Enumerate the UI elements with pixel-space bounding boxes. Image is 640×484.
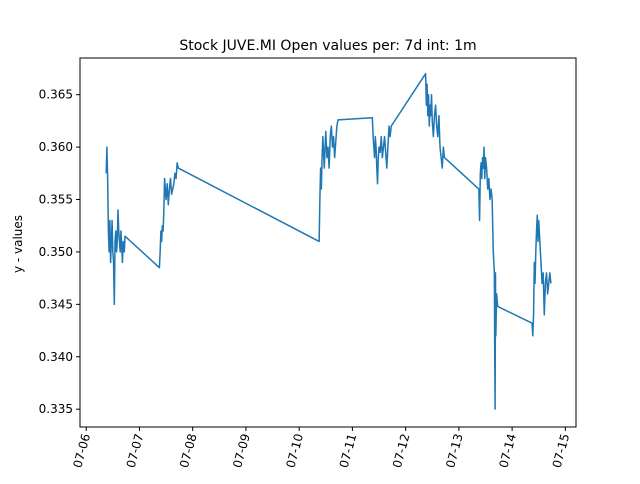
- y-tick-label: 0.355: [39, 193, 73, 207]
- chart-title: Stock JUVE.MI Open values per: 7d int: 1…: [179, 38, 476, 54]
- y-tick-label: 0.350: [39, 245, 73, 259]
- y-tick-label: 0.360: [39, 140, 73, 154]
- series-line-0: [105, 72, 552, 410]
- plot-frame: [79, 57, 577, 428]
- y-axis: 0.335 0.340 0.345 0.350 0.355 0.360 0.365: [39, 88, 80, 416]
- y-tick-label: 0.345: [39, 297, 73, 311]
- y-tick-label: 0.340: [39, 350, 73, 364]
- series-layer: [105, 72, 552, 410]
- y-axis-label: y - values: [11, 215, 25, 273]
- y-tick-label: 0.365: [39, 88, 73, 102]
- y-tick-label: 0.335: [39, 402, 73, 416]
